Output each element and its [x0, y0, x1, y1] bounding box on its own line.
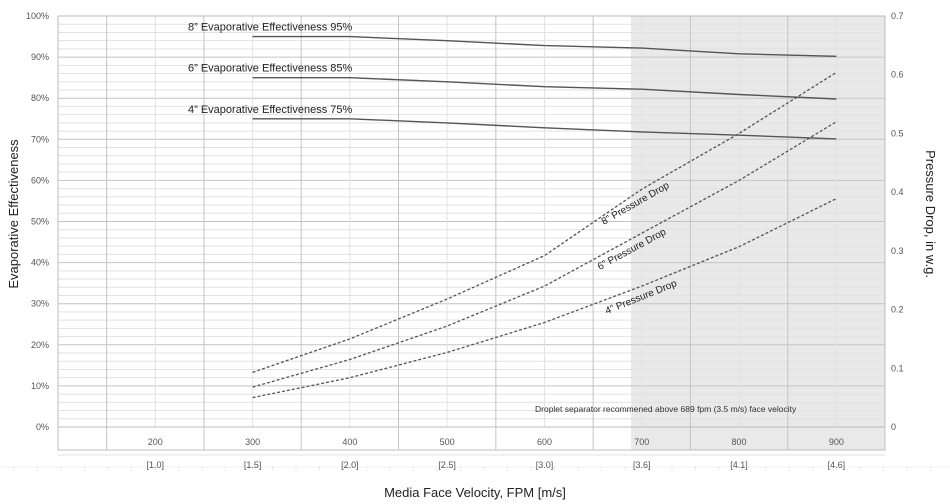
series-label-2: 6” Evaporative Effectiveness 85%: [188, 63, 352, 75]
y-right-tick-label: 0.7: [891, 11, 904, 21]
x-tick-label: 200: [148, 437, 163, 447]
x-axis-title: Media Face Velocity, FPM [m/s]: [384, 485, 566, 500]
series-label-3: 4” Evaporative Effectiveness 75%: [188, 104, 352, 116]
x-tick-label: 600: [537, 437, 552, 447]
y-left-tick-label: 80%: [31, 93, 49, 103]
series-line-2: [252, 76, 837, 100]
series-labels: 8” Evaporative Effectiveness 95% 6” Evapo…: [188, 22, 679, 317]
y-right-tick-label: 0.1: [891, 363, 904, 373]
y-right-tick-label: 0.3: [891, 246, 904, 256]
x-tick-label: 500: [440, 437, 455, 447]
y-left-tick-label: 50%: [31, 217, 49, 227]
y-left-tick-label: 60%: [31, 175, 49, 185]
x-tick-label: 800: [732, 437, 747, 447]
x-axis-band: [0, 426, 950, 471]
y-right-tick-label: 0.4: [891, 187, 904, 197]
y-axis-right-title: Pressure Drop, in w.g.: [923, 150, 938, 278]
y-left-tick-label: 30%: [31, 299, 49, 309]
tick-labels: 0% 10% 20% 30% 40% 50% 60% 70% 80% 90% 100% 0 0.1 0.2…: [26, 11, 904, 470]
y-left-tick-label: 70%: [31, 134, 49, 144]
y-axis-left-title: Evaporative Effectiveness: [6, 139, 21, 289]
annotation-note: Droplet separator recommened above 689 f…: [535, 404, 797, 414]
shaded-region: [631, 16, 885, 450]
x-tick-label-metric: [2.0]: [341, 460, 359, 470]
y-right-tick-label: 0: [891, 422, 896, 432]
y-left-tick-label: 10%: [31, 381, 49, 391]
plot-frame: [57, 15, 886, 451]
x-tick-label-metric: [3.0]: [536, 460, 554, 470]
x-tick-label: 300: [245, 437, 260, 447]
x-tick-label-metric: [1.0]: [147, 460, 165, 470]
x-tick-label-metric: [4.1]: [730, 460, 748, 470]
x-tick-label-metric: [4.6]: [828, 460, 846, 470]
series-line-1: [252, 35, 837, 57]
x-tick-label: 900: [829, 437, 844, 447]
y-left-tick-label: 0%: [36, 422, 49, 432]
x-tick-label-metric: [1.5]: [244, 460, 262, 470]
y-left-tick-label: 40%: [31, 258, 49, 268]
y-left-tick-label: 100%: [26, 11, 49, 21]
y-right-tick-label: 0.2: [891, 305, 904, 315]
series-line-4: [252, 71, 837, 374]
x-tick-label-metric: [3.6]: [633, 460, 651, 470]
x-tick-label-metric: [2.5]: [438, 460, 456, 470]
gridlines: [57, 15, 886, 451]
y-right-tick-label: 0.6: [891, 70, 904, 80]
series-label-1: 8” Evaporative Effectiveness 95%: [188, 22, 352, 34]
x-tick-label: 400: [342, 437, 357, 447]
series-line-3: [252, 118, 837, 140]
y-right-tick-label: 0.5: [891, 128, 904, 138]
x-tick-label: 700: [634, 437, 649, 447]
shaded-region-rect: [631, 16, 885, 450]
y-left-tick-label: 20%: [31, 340, 49, 350]
series-lines: [252, 35, 837, 399]
series-line-5: [252, 121, 837, 388]
y-left-tick-label: 90%: [31, 52, 49, 62]
series-line-6: [252, 198, 837, 399]
